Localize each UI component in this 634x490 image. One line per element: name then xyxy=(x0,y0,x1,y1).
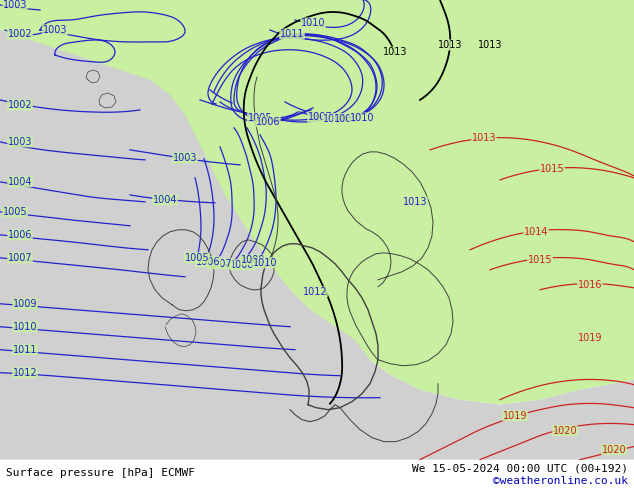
Text: 1005: 1005 xyxy=(184,253,209,263)
Text: 1010: 1010 xyxy=(253,258,277,268)
Polygon shape xyxy=(500,0,634,140)
Text: 1015: 1015 xyxy=(540,164,564,174)
Text: 1004: 1004 xyxy=(8,177,32,187)
Polygon shape xyxy=(0,0,634,405)
Text: 1009: 1009 xyxy=(13,299,37,309)
Text: 1002: 1002 xyxy=(8,100,32,110)
Text: 1013: 1013 xyxy=(383,47,407,57)
Text: 1003: 1003 xyxy=(172,153,197,163)
Text: 1006: 1006 xyxy=(256,117,280,127)
Text: 1020: 1020 xyxy=(553,426,578,436)
Text: 1010: 1010 xyxy=(13,322,37,332)
Text: 1013: 1013 xyxy=(478,40,502,50)
Text: 1010: 1010 xyxy=(301,18,325,28)
Text: 1013: 1013 xyxy=(403,197,427,207)
Text: 1009: 1009 xyxy=(241,255,265,265)
Text: 1005: 1005 xyxy=(248,113,273,123)
Text: 1011: 1011 xyxy=(280,29,304,39)
Text: 1003: 1003 xyxy=(42,25,67,35)
Polygon shape xyxy=(0,0,634,460)
Text: 1015: 1015 xyxy=(527,255,552,265)
Text: 1020: 1020 xyxy=(602,444,626,455)
Text: 1012: 1012 xyxy=(302,287,327,297)
Text: 1014: 1014 xyxy=(524,227,548,237)
Text: 1007: 1007 xyxy=(8,253,32,263)
Text: 1004: 1004 xyxy=(153,195,178,205)
Text: 1019: 1019 xyxy=(578,333,602,343)
Text: 1003: 1003 xyxy=(8,137,32,147)
Text: 1003: 1003 xyxy=(3,0,27,10)
Polygon shape xyxy=(0,0,370,375)
Text: 1006: 1006 xyxy=(196,257,220,267)
Text: 1008: 1008 xyxy=(323,114,347,124)
Polygon shape xyxy=(150,0,634,125)
Text: 1012: 1012 xyxy=(13,368,37,378)
Text: 1016: 1016 xyxy=(578,280,602,290)
Text: 1019: 1019 xyxy=(503,411,527,420)
Text: 1010: 1010 xyxy=(350,113,374,123)
Text: 1007: 1007 xyxy=(307,112,332,122)
Text: 1008: 1008 xyxy=(230,260,254,270)
Text: 1005: 1005 xyxy=(3,207,27,217)
Text: 1013: 1013 xyxy=(472,133,496,143)
Text: 1007: 1007 xyxy=(208,259,232,269)
Text: 1013: 1013 xyxy=(437,40,462,50)
Text: ©weatheronline.co.uk: ©weatheronline.co.uk xyxy=(493,476,628,487)
Text: 1006: 1006 xyxy=(8,230,32,240)
Text: 1009: 1009 xyxy=(333,114,358,124)
Text: 1011: 1011 xyxy=(13,344,37,355)
Text: 1002: 1002 xyxy=(8,29,32,39)
Text: We 15-05-2024 00:00 UTC (00+192): We 15-05-2024 00:00 UTC (00+192) xyxy=(411,463,628,473)
Text: Surface pressure [hPa] ECMWF: Surface pressure [hPa] ECMWF xyxy=(6,468,195,478)
